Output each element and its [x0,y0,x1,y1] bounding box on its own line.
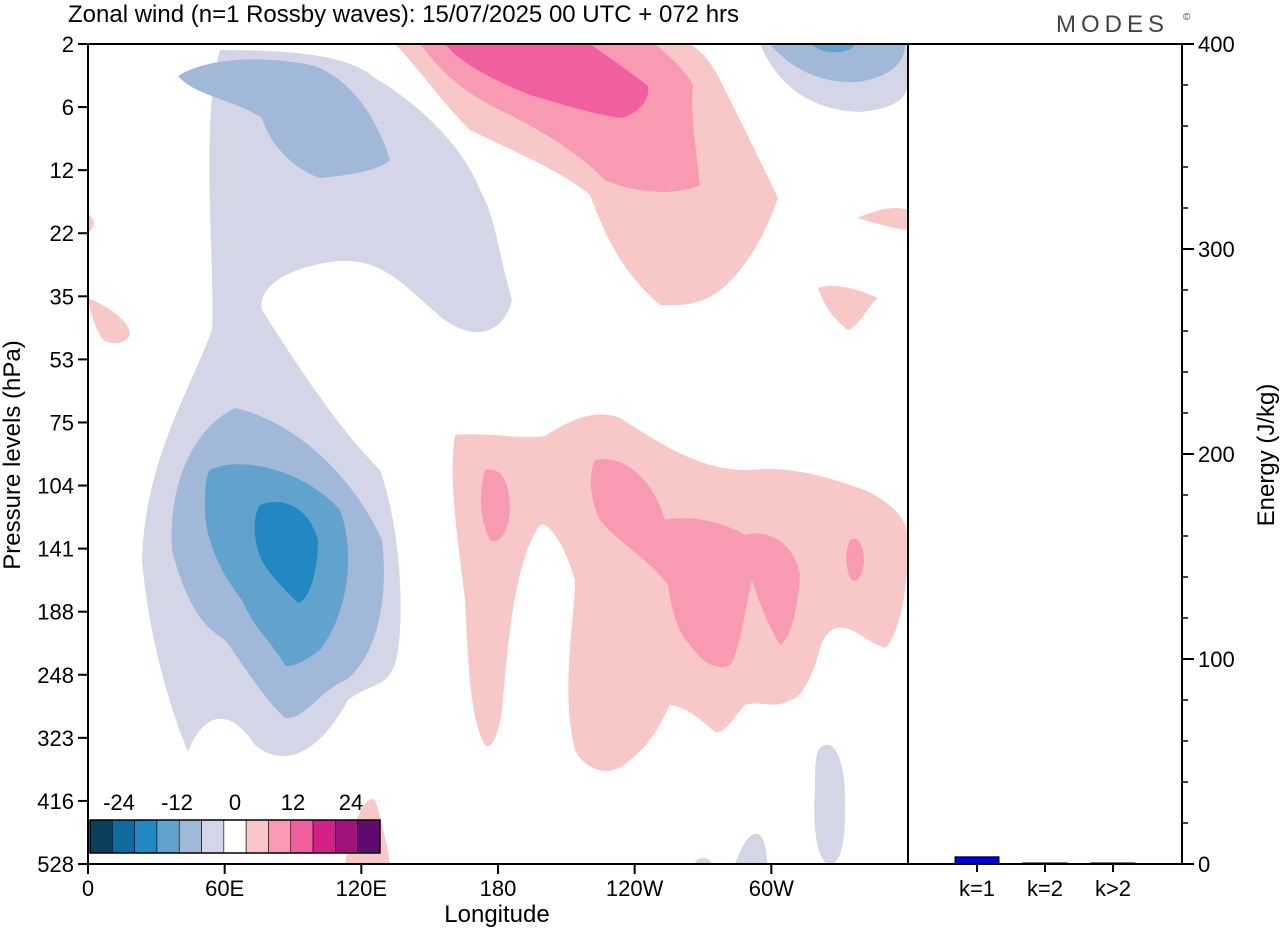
energy-category-label: k>2 [1095,876,1131,901]
y-tick-label: 323 [37,726,74,751]
energy-category-label: k=2 [1027,876,1063,901]
contour-pos-10-lower [590,459,800,668]
energy-tick-label: 200 [1198,442,1235,467]
y-axis-title: Pressure levels (hPa) [0,340,26,569]
contour-neg-20 [254,501,318,603]
y-tick-label: 141 [37,537,74,562]
y-tick-label: 12 [50,158,74,183]
contour-pos-5-small-a [818,285,878,330]
colorbar: -24 -12 0 12 24 [89,790,381,854]
contour-pos-10-blob-a [480,469,510,542]
y-tick-label: 528 [37,852,74,877]
brand-mark: © [1183,12,1191,23]
colorbar-swatch [357,819,381,854]
colorbar-swatch [201,819,225,854]
y-tick-label: 6 [62,95,74,120]
colorbar-swatch [290,819,314,854]
brand-logo-text: MODES [1056,11,1169,38]
energy-bar [954,856,1000,865]
contour-neg-10-topright [770,44,905,83]
chart-title: Zonal wind (n=1 Rossby waves): 15/07/202… [68,1,739,28]
y-tick-label: 248 [37,663,74,688]
energy-tick-label: 0 [1198,852,1210,877]
colorbar-swatch [112,819,135,854]
x-tick-label: 60W [749,876,794,901]
colorbar-label: 0 [229,790,241,815]
colorbar-swatch [312,819,336,854]
contour-pos-5-left [88,298,130,344]
colorbar-label: 24 [339,790,363,815]
colorbar-label: 12 [281,790,305,815]
contour-pos-10-blob-b [846,538,864,581]
colorbar-swatch [245,819,269,854]
energy-tick-label: 400 [1198,32,1235,57]
x-axis-title: Longitude [444,901,549,928]
energy-category-label: k=1 [959,876,995,901]
colorbar-label: -12 [161,790,193,815]
colorbar-swatch [178,819,202,854]
colorbar-swatch [268,819,292,854]
energy-bars: k=1 k=2 k>2 [954,856,1136,901]
contour-pos-5-small-b [858,207,908,230]
colorbar-frame [89,819,381,854]
y-tick-label: 75 [50,410,74,435]
colorbar-swatch [89,819,113,854]
y-axis: 2 6 12 22 35 53 75 104 141 188 248 323 416 528 [37,32,88,877]
contour-pos-5-edge [88,214,94,232]
contour-pos-15-upper [445,44,649,118]
contour-neg-10-upper [178,59,390,178]
colorbar-swatch [156,819,180,854]
energy-axis: 0 100 200 300 400 [1182,32,1235,877]
y-tick-label: 53 [50,347,74,372]
x-tick-label: 0 [82,876,94,901]
x-axis: 0 60E 120E 180 120W 60W [82,864,794,901]
contour-neg-5-small [814,744,846,864]
energy-axis-title: Energy (J/kg) [1253,384,1280,527]
energy-tick-label: 300 [1198,237,1235,262]
y-tick-label: 22 [50,221,74,246]
colorbar-swatch [335,819,358,854]
colorbar-swatch [134,819,158,854]
y-tick-label: 2 [62,32,74,57]
contour-neg-15-topright [812,44,855,53]
contour-neg-5-dot [694,858,712,864]
contour-field [88,44,908,864]
x-tick-label: 120W [606,876,664,901]
energy-bar [1090,862,1136,865]
y-tick-label: 35 [50,284,74,309]
x-tick-label: 180 [480,876,517,901]
colorbar-swatch [223,819,247,854]
y-tick-label: 104 [37,474,74,499]
colorbar-label: -24 [103,790,135,815]
x-tick-label: 120E [336,876,387,901]
y-tick-label: 416 [37,789,74,814]
y-tick-label: 188 [37,600,74,625]
energy-bar [1022,862,1068,865]
energy-tick-label: 100 [1198,647,1235,672]
x-tick-label: 60E [205,876,244,901]
contour-neg-5-bottom [735,833,768,864]
energy-plot-frame [907,43,1183,865]
